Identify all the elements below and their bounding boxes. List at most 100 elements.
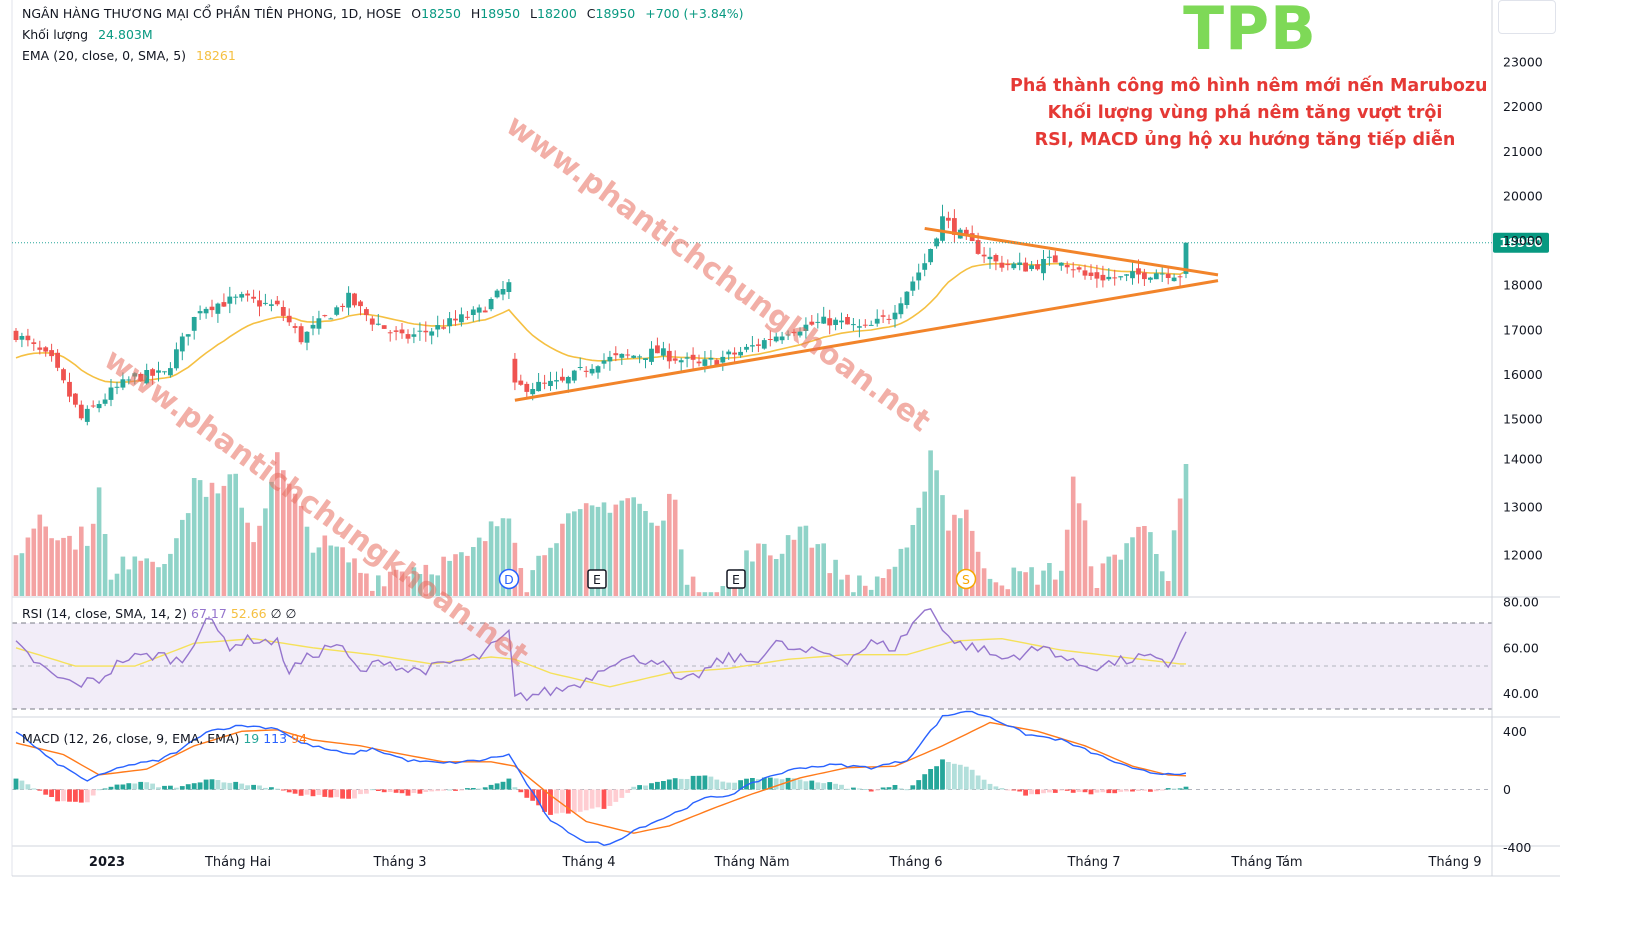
macd-legend[interactable]: MACD (12, 26, close, 9, EMA, EMA) 19 113… — [22, 731, 307, 746]
macd-hist-bar — [601, 789, 607, 809]
volume-bar — [1029, 567, 1034, 596]
candle-body — [1029, 265, 1034, 269]
macd-hist-bar — [1153, 789, 1159, 792]
macd-hist-bar — [744, 778, 749, 790]
candle-body — [346, 292, 351, 308]
macd-hist-bar — [322, 789, 328, 797]
candle-body — [726, 351, 732, 355]
price-axis-settings-button[interactable] — [1498, 0, 1556, 34]
candle-body — [607, 356, 613, 362]
time-axis-tick: Tháng 6 — [888, 855, 942, 870]
macd-hist-bar — [453, 789, 458, 791]
wedge-upper-line — [924, 226, 1219, 277]
volume-bar — [506, 518, 512, 596]
macd-hist-bar — [1171, 788, 1177, 790]
macd-hist-bar — [803, 781, 809, 790]
event-marker-d[interactable]: D — [498, 568, 520, 590]
macd-hist-bar — [1082, 789, 1088, 793]
macd-hist-bar — [1148, 789, 1153, 792]
candle-body — [298, 326, 304, 343]
macd-hist-bar — [340, 789, 345, 799]
macd-hist-bar — [84, 789, 90, 803]
macd-line — [15, 710, 1187, 847]
macd-hist-bar — [1136, 789, 1141, 791]
event-marker-s[interactable]: S — [955, 568, 977, 590]
macd-hist-bar — [702, 775, 708, 790]
rsi-ma-line — [15, 637, 1186, 688]
volume-legend[interactable]: Khối lượng 24.803M — [22, 27, 159, 42]
event-marker-e[interactable]: E — [587, 569, 607, 589]
macd-hist-bar — [387, 789, 393, 792]
macd-hist-bar — [672, 778, 678, 790]
candle-body — [1136, 268, 1141, 275]
candle-body — [375, 323, 381, 325]
candle-body — [411, 334, 417, 337]
time-axis-tick: Tháng 7 — [1066, 855, 1120, 870]
volume-bar — [162, 564, 167, 596]
macd-hist-bar — [1076, 789, 1082, 792]
volume-bar — [969, 530, 975, 596]
macd-hist-bar — [666, 779, 672, 790]
candle-body — [1052, 255, 1058, 263]
volume-bar — [465, 555, 470, 596]
candle-body — [269, 304, 274, 306]
volume-bar — [150, 561, 155, 596]
candle-body — [1088, 272, 1094, 276]
volume-bar — [13, 555, 19, 596]
volume-bar — [589, 505, 595, 596]
macd-hist-bar — [61, 789, 66, 802]
macd-hist-bar — [571, 789, 577, 813]
volume-bar — [655, 525, 660, 596]
candle-body — [1017, 262, 1023, 265]
volume-bar — [132, 556, 138, 596]
candle-body — [1124, 274, 1129, 276]
macd-hist-bar — [269, 787, 274, 790]
macd-hist-bar — [922, 774, 928, 790]
price-axis-tick: 19000 — [1503, 233, 1543, 248]
macd-hist-bar — [934, 766, 939, 790]
event-marker-letter: E — [593, 572, 601, 587]
volume-bar — [803, 525, 809, 596]
candle-body — [482, 310, 488, 313]
candle-body — [209, 306, 215, 311]
volume-bar — [886, 569, 892, 596]
candle-body — [108, 387, 114, 400]
candle-body — [55, 352, 60, 368]
volume-bar — [756, 543, 761, 596]
candle-body — [1118, 276, 1124, 278]
macd-hist-bar — [726, 782, 732, 790]
macd-hist-bar — [542, 789, 547, 812]
candle-body — [73, 393, 78, 405]
volume-bar — [518, 568, 524, 596]
candle-body — [435, 325, 441, 330]
volume-bar — [661, 520, 666, 596]
rsi-legend[interactable]: RSI (14, close, SMA, 14, 2) 67.17 52.66 … — [22, 606, 296, 621]
macd-hist-bar — [102, 788, 108, 790]
candle-body — [215, 303, 221, 314]
event-marker-box — [587, 569, 607, 589]
volume-bar — [298, 505, 304, 596]
macd-hist-bar — [245, 785, 250, 790]
volume-bar — [601, 502, 607, 596]
candle-body — [488, 299, 494, 310]
candle-body — [19, 336, 25, 340]
macd-hist-bar — [1052, 789, 1058, 793]
candle-body — [773, 336, 779, 342]
volume-bar — [1041, 570, 1046, 596]
volume-bar — [964, 509, 969, 596]
candle-body — [1035, 264, 1040, 270]
event-marker-e[interactable]: E — [726, 569, 746, 589]
candle-body — [548, 380, 553, 386]
volume-bar — [993, 582, 999, 596]
candle-body — [761, 340, 767, 349]
candle-body — [405, 334, 411, 339]
price-axis-tick: 20000 — [1503, 188, 1543, 203]
candle-body — [916, 272, 922, 281]
macd-hist-bar — [369, 789, 375, 791]
volume-bar — [25, 537, 31, 596]
candle-body — [144, 370, 150, 384]
volume-bar — [61, 537, 66, 596]
volume-bar — [1154, 554, 1159, 596]
ema-legend[interactable]: EMA (20, close, 0, SMA, 5) 18261 — [22, 48, 242, 63]
